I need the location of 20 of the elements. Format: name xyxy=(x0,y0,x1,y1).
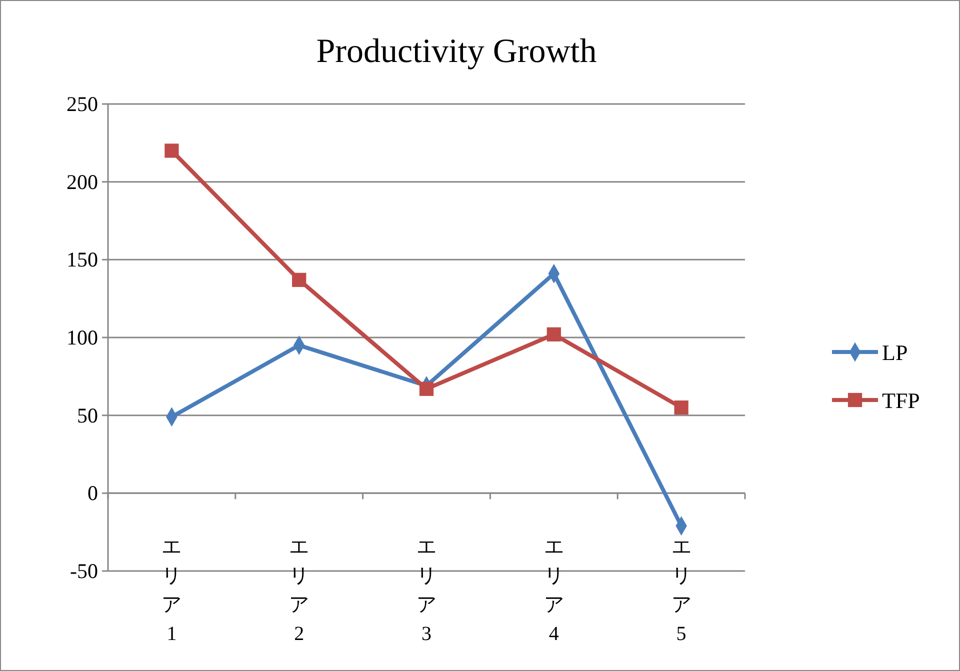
point xyxy=(292,272,306,287)
y-tick-label: 50 xyxy=(77,403,98,428)
x-tick-label: エリア1 xyxy=(162,536,182,646)
point xyxy=(419,382,434,396)
x-tick-label: エリア5 xyxy=(671,536,692,646)
y-tick-label: 200 xyxy=(66,170,98,194)
y-tick-label: -50 xyxy=(70,559,98,583)
y-tick-label: 250 xyxy=(66,92,98,116)
chart-title: Productivity Growth xyxy=(316,33,597,70)
point xyxy=(546,327,561,342)
y-tick-label: 0 xyxy=(88,481,98,506)
y-tick-label: 150 xyxy=(66,248,98,272)
y-tick-label: 100 xyxy=(66,326,98,350)
legend-label: TFP xyxy=(882,388,920,413)
point xyxy=(674,400,688,415)
x-tick-label: エリア3 xyxy=(416,536,436,646)
x-tick-label: エリア2 xyxy=(289,536,310,646)
point xyxy=(164,144,179,158)
x-tick-label: エリア4 xyxy=(544,536,564,646)
legend-label: LP xyxy=(882,340,908,365)
